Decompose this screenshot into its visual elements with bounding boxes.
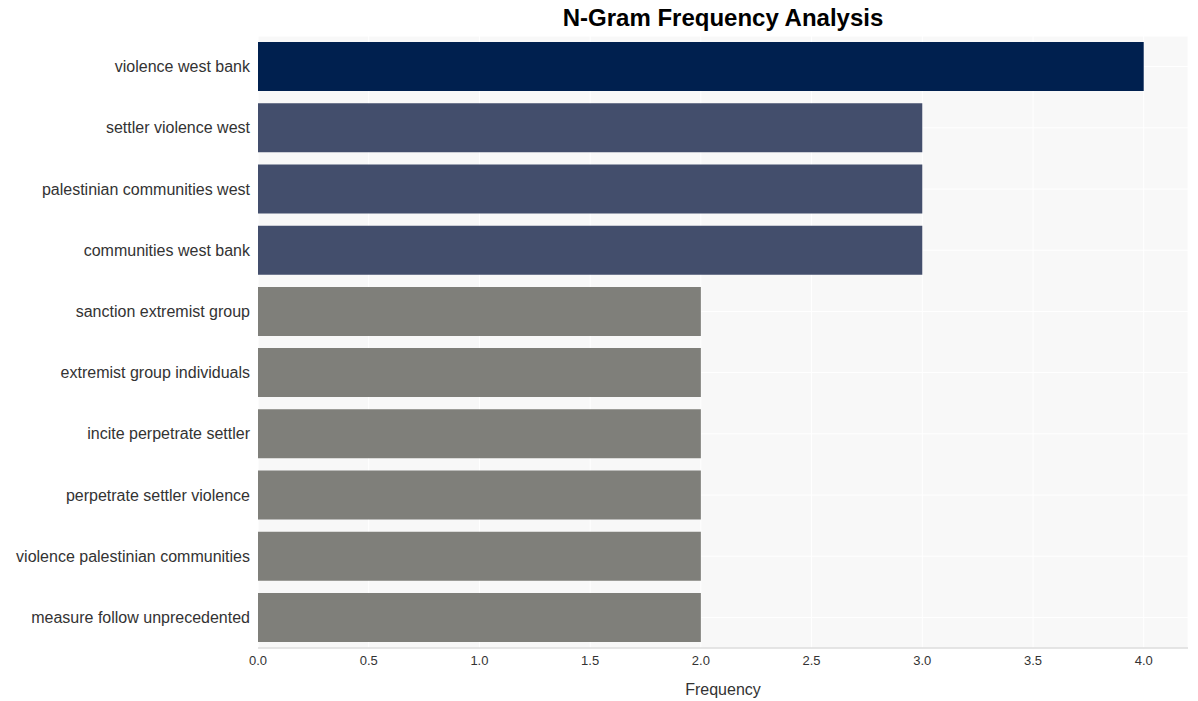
svg-text:incite perpetrate settler: incite perpetrate settler (87, 425, 250, 442)
svg-text:0.5: 0.5 (360, 653, 378, 668)
svg-text:0.0: 0.0 (249, 653, 267, 668)
svg-text:3.5: 3.5 (1024, 653, 1042, 668)
svg-text:measure follow unprecedented: measure follow unprecedented (31, 609, 250, 626)
svg-text:settler violence west: settler violence west (106, 119, 251, 136)
svg-text:palestinian communities west: palestinian communities west (42, 181, 251, 198)
svg-text:1.0: 1.0 (470, 653, 488, 668)
svg-text:extremist group individuals: extremist group individuals (61, 364, 250, 381)
svg-text:violence palestinian communiti: violence palestinian communities (16, 548, 250, 565)
svg-text:2.0: 2.0 (692, 653, 710, 668)
svg-text:violence west bank: violence west bank (115, 58, 251, 75)
svg-text:Frequency: Frequency (685, 681, 761, 698)
html-text:N-Gram Frequency Analysis: N-Gram Frequency Analysis (562, 4, 884, 31)
svg-text:communities west bank: communities west bank (84, 242, 251, 259)
svg-text:3.0: 3.0 (913, 653, 931, 668)
svg-text:sanction extremist group: sanction extremist group (76, 303, 250, 320)
svg-text:perpetrate settler violence: perpetrate settler violence (66, 487, 250, 504)
svg-text:2.5: 2.5 (803, 653, 821, 668)
svg-text:4.0: 4.0 (1135, 653, 1153, 668)
svg-text:1.5: 1.5 (581, 653, 599, 668)
